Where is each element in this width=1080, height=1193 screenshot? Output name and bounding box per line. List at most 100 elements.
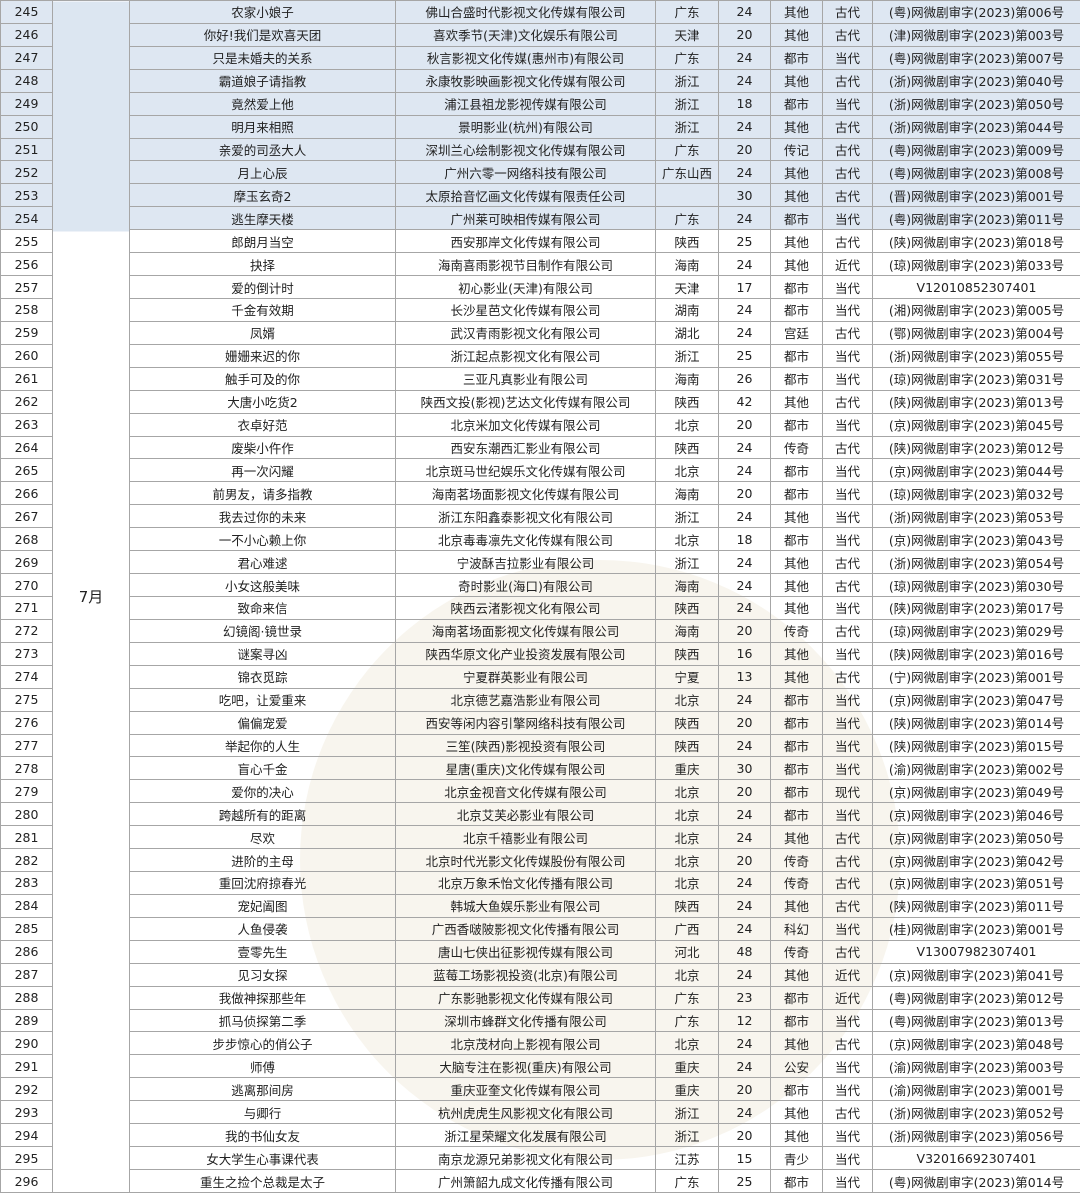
table-row: 255 郎朗月当空 西安那岸文化传媒有限公司 陕西 25 其他 古代 (陕)网微剧审字(202… bbox=[0, 229, 1080, 254]
company-cell: 长沙星芭文化传媒有限公司 bbox=[395, 297, 656, 322]
company-cell: 三亚凡真影业有限公司 bbox=[395, 366, 656, 391]
genre-cell: 其他 bbox=[770, 183, 823, 208]
era-cell: 古代 bbox=[822, 137, 873, 162]
province-cell: 北京 bbox=[655, 802, 719, 827]
company-cell: 北京斑马世纪娱乐文化传媒有限公司 bbox=[395, 458, 656, 483]
genre-cell: 其他 bbox=[770, 504, 823, 529]
row-number-cell: 264 bbox=[0, 435, 53, 460]
row-number-cell: 260 bbox=[0, 343, 53, 368]
title-cell: 女大学生心事课代表 bbox=[129, 1146, 396, 1171]
province-cell: 北京 bbox=[655, 848, 719, 873]
genre-cell: 都市 bbox=[770, 206, 823, 231]
province-cell: 海南 bbox=[655, 366, 719, 391]
company-cell: 海南茗场面影视文化传媒有限公司 bbox=[395, 481, 656, 506]
license-number-cell: (渝)网微剧审字(2023)第003号 bbox=[872, 1054, 1080, 1079]
title-cell: 霸道娘子请指教 bbox=[129, 68, 396, 93]
table-row: 250 明月来相照 景明影业(杭州)有限公司 浙江 24 其他 古代 (浙)网微剧审字(202… bbox=[0, 114, 1080, 139]
company-cell: 广西香啵陂影视文化传播有限公司 bbox=[395, 916, 656, 941]
genre-cell: 其他 bbox=[770, 825, 823, 850]
province-cell: 北京 bbox=[655, 962, 719, 987]
province-cell: 广东 bbox=[655, 137, 719, 162]
era-cell: 古代 bbox=[822, 871, 873, 895]
row-number-cell: 267 bbox=[0, 504, 53, 529]
table-row: 247 只是未婚夫的关系 秋言影视文化传媒(惠州市)有限公司 广东 24 都市 当代 (粤)网… bbox=[0, 45, 1080, 70]
company-cell: 浙江星荣耀文化发展有限公司 bbox=[395, 1123, 656, 1148]
company-cell: 北京时代光影文化传媒股份有限公司 bbox=[395, 848, 656, 873]
genre-cell: 其他 bbox=[770, 68, 823, 93]
company-cell: 景明影业(杭州)有限公司 bbox=[395, 114, 656, 139]
license-number-cell: (琼)网微剧审字(2023)第031号 bbox=[872, 366, 1080, 391]
company-cell: 三笙(陕西)影视投资有限公司 bbox=[395, 733, 656, 758]
table-row: 259 凤婿 武汉青雨影视文化有限公司 湖北 24 宫廷 古代 (鄂)网微剧审字(2023)第… bbox=[0, 320, 1080, 345]
table-row: 281 尽欢 北京千禧影业有限公司 北京 24 其他 古代 (京)网微剧审字(2023)第05… bbox=[0, 825, 1080, 850]
row-number-cell: 245 bbox=[0, 0, 53, 24]
table-row: 257 爱的倒计时 初心影业(天津)有限公司 天津 17 都市 当代 V12010852307… bbox=[0, 275, 1080, 299]
episodes-cell: 24 bbox=[718, 45, 771, 70]
title-cell: 再一次闪耀 bbox=[129, 458, 396, 483]
license-number-cell: (浙)网微剧审字(2023)第040号 bbox=[872, 68, 1080, 93]
row-number-cell: 282 bbox=[0, 848, 53, 873]
row-number-cell: 266 bbox=[0, 481, 53, 506]
genre-cell: 宫廷 bbox=[770, 320, 823, 345]
era-cell: 古代 bbox=[822, 893, 873, 918]
row-number-cell: 276 bbox=[0, 710, 53, 735]
episodes-cell: 24 bbox=[718, 0, 771, 24]
province-cell: 广东 bbox=[655, 1008, 719, 1033]
era-cell: 古代 bbox=[822, 550, 873, 575]
genre-cell: 其他 bbox=[770, 893, 823, 918]
license-number-cell: V12010852307401 bbox=[872, 275, 1080, 299]
era-cell: 古代 bbox=[822, 1100, 873, 1125]
title-cell: 君心难逑 bbox=[129, 550, 396, 575]
title-cell: 盲心千金 bbox=[129, 756, 396, 781]
episodes-cell: 12 bbox=[718, 1008, 771, 1033]
title-cell: 逃生摩天楼 bbox=[129, 206, 396, 231]
province-cell: 广东 bbox=[655, 206, 719, 231]
era-cell: 古代 bbox=[822, 618, 873, 643]
title-cell: 衣卓好范 bbox=[129, 412, 396, 437]
row-number-cell: 257 bbox=[0, 275, 53, 299]
genre-cell: 其他 bbox=[770, 595, 823, 620]
table-row: 273 谜案寻凶 陕西华原文化产业投资发展有限公司 陕西 16 其他 当代 (陕)网微剧审字(… bbox=[0, 641, 1080, 666]
table-row: 265 再一次闪耀 北京斑马世纪娱乐文化传媒有限公司 北京 24 都市 当代 (京)网微剧审字… bbox=[0, 458, 1080, 483]
title-cell: 与卿行 bbox=[129, 1100, 396, 1125]
province-cell: 陕西 bbox=[655, 229, 719, 254]
episodes-cell: 24 bbox=[718, 916, 771, 941]
genre-cell: 其他 bbox=[770, 573, 823, 597]
table-row: 285 人鱼侵袭 广西香啵陂影视文化传播有限公司 广西 24 科幻 当代 (桂)网微剧审字(2… bbox=[0, 916, 1080, 941]
table-row: 251 亲爱的司丞大人 深圳兰心绘制影视文化传媒有限公司 广东 20 传记 古代 (粤)网微剧… bbox=[0, 137, 1080, 162]
province-cell: 陕西 bbox=[655, 710, 719, 735]
genre-cell: 都市 bbox=[770, 45, 823, 70]
license-number-cell: (粤)网微剧审字(2023)第013号 bbox=[872, 1008, 1080, 1033]
license-number-cell: (京)网微剧审字(2023)第050号 bbox=[872, 825, 1080, 850]
table-row: 282 进阶的主母 北京时代光影文化传媒股份有限公司 北京 20 传奇 古代 (京)网微剧审字… bbox=[0, 848, 1080, 873]
row-number-cell: 274 bbox=[0, 664, 53, 689]
license-number-cell: (京)网微剧审字(2023)第048号 bbox=[872, 1031, 1080, 1056]
episodes-cell: 20 bbox=[718, 710, 771, 735]
row-number-cell: 286 bbox=[0, 939, 53, 964]
episodes-cell: 24 bbox=[718, 435, 771, 460]
license-number-cell: (琼)网微剧审字(2023)第033号 bbox=[872, 252, 1080, 277]
month-cell: 7月 bbox=[52, 0, 130, 1193]
table-row: 260 姗姗来迟的你 浙江起点影视文化有限公司 浙江 25 都市 当代 (浙)网微剧审字(20… bbox=[0, 343, 1080, 368]
table-row: 252 月上心辰 广州六零一网络科技有限公司 广东山西 24 其他 古代 (粤)网微剧审字(2… bbox=[0, 160, 1080, 185]
province-cell: 广东 bbox=[655, 45, 719, 70]
genre-cell: 传记 bbox=[770, 137, 823, 162]
company-cell: 浙江东阳鑫泰影视文化有限公司 bbox=[395, 504, 656, 529]
title-cell: 爱的倒计时 bbox=[129, 275, 396, 299]
episodes-cell: 24 bbox=[718, 297, 771, 322]
episodes-cell: 24 bbox=[718, 68, 771, 93]
province-cell: 陕西 bbox=[655, 893, 719, 918]
table-row: 292 逃离那间房 重庆亚奎文化传媒有限公司 重庆 20 都市 当代 (渝)网微剧审字(202… bbox=[0, 1077, 1080, 1102]
license-number-cell: (京)网微剧审字(2023)第046号 bbox=[872, 802, 1080, 827]
genre-cell: 其他 bbox=[770, 389, 823, 414]
company-cell: 北京万象禾怡文化传播有限公司 bbox=[395, 871, 656, 895]
episodes-cell: 20 bbox=[718, 412, 771, 437]
license-number-cell: (京)网微剧审字(2023)第044号 bbox=[872, 458, 1080, 483]
company-cell: 浙江起点影视文化有限公司 bbox=[395, 343, 656, 368]
license-number-cell: (陕)网微剧审字(2023)第013号 bbox=[872, 389, 1080, 414]
row-number-cell: 292 bbox=[0, 1077, 53, 1102]
episodes-cell: 17 bbox=[718, 275, 771, 299]
company-cell: 广州箫韶九成文化传播有限公司 bbox=[395, 1169, 656, 1193]
province-cell: 北京 bbox=[655, 458, 719, 483]
era-cell: 当代 bbox=[822, 687, 873, 712]
